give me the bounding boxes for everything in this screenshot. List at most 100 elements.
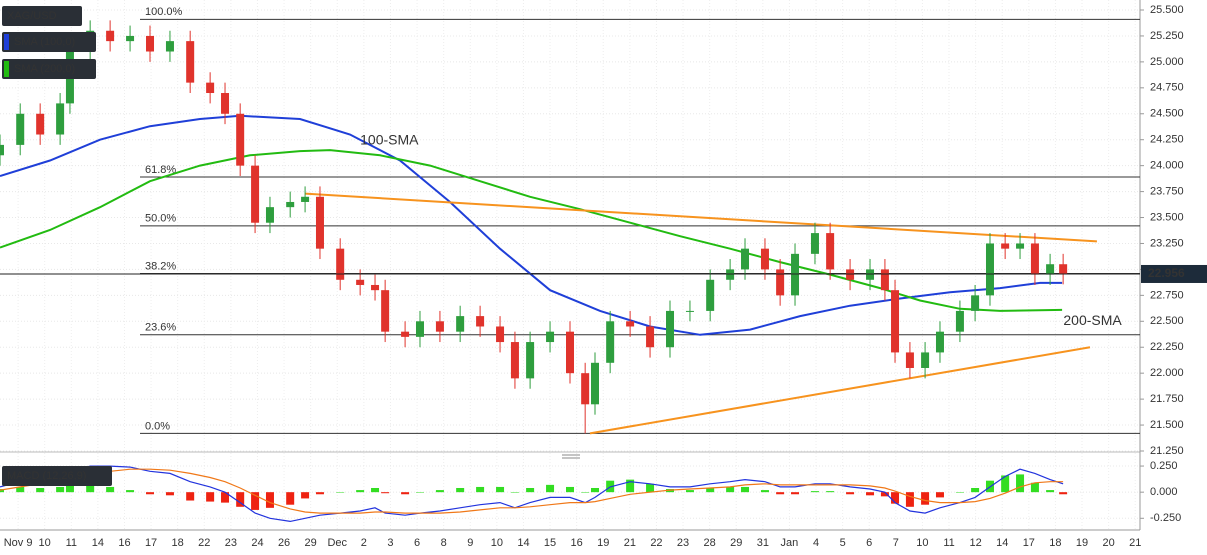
candle-body — [935, 331, 944, 353]
macd-histogram-bar — [315, 492, 324, 495]
legend-swatch — [4, 61, 9, 77]
macd-histogram-bar — [56, 486, 65, 493]
candle-body — [476, 316, 485, 327]
macd-line — [0, 465, 1064, 523]
indicator-title-box — [2, 466, 112, 486]
macd-histogram-bar — [65, 484, 74, 493]
x-tick-label: 10 — [916, 537, 928, 549]
x-tick-label: 11 — [66, 537, 77, 549]
macd-histogram-bar — [826, 491, 835, 493]
x-tick-label: 6 — [414, 537, 420, 549]
fib-label: 23.6% — [145, 322, 176, 334]
macd-histogram-bar — [741, 486, 750, 493]
candle-body — [685, 310, 694, 312]
candle-body — [826, 233, 835, 270]
fib-label: 38.2% — [145, 260, 176, 272]
candle-body — [16, 113, 25, 145]
x-tick-label: 17 — [145, 537, 157, 549]
y-tick-label: 24.250 — [1150, 134, 1184, 146]
legend-box — [2, 59, 96, 79]
y-tick-label: 25.250 — [1150, 30, 1184, 42]
macd-histogram-bar — [810, 491, 819, 493]
macd-histogram-bar — [1001, 475, 1010, 493]
candle-body — [866, 269, 875, 280]
x-tick-label: Nov 9 — [4, 537, 33, 549]
x-tick-label: 7 — [893, 537, 899, 549]
macd-histogram-bar — [866, 492, 875, 496]
y-tick-label: 25.500 — [1150, 4, 1184, 16]
candle-body — [435, 321, 444, 332]
candle-body — [566, 331, 574, 374]
macd-histogram-bar — [880, 492, 889, 497]
x-tick-label: 19 — [597, 537, 609, 549]
x-tick-label: 24 — [251, 537, 263, 549]
y-tick-label: 0.250 — [1150, 460, 1178, 472]
macd-histogram-bar — [760, 490, 769, 493]
y-tick-label: 23.750 — [1150, 185, 1184, 197]
candle-body — [526, 342, 535, 379]
y-tick-label: 21.750 — [1150, 393, 1184, 405]
x-tick-label: 28 — [704, 537, 716, 549]
macd-histogram-bar — [955, 492, 964, 493]
y-tick-label: 22.500 — [1150, 315, 1184, 327]
x-tick-label: Jan — [781, 537, 799, 549]
macd-histogram-bar — [106, 486, 115, 493]
macd-histogram-bar — [846, 492, 855, 495]
candle-body — [606, 321, 615, 363]
candle-body — [760, 248, 769, 270]
macd-histogram-bar — [546, 484, 555, 493]
legend-label: SMA (100,0) — [14, 36, 75, 48]
candle-body — [546, 331, 555, 343]
legend-box — [2, 32, 96, 52]
y-tick-label: 22.750 — [1150, 289, 1184, 301]
candle-body — [336, 248, 345, 280]
candle-body — [496, 326, 505, 343]
macd-histogram-bar — [476, 486, 485, 493]
candle-body — [221, 93, 230, 114]
macd-histogram-bar — [891, 492, 900, 504]
y-tick-label: 22.250 — [1150, 341, 1184, 353]
x-tick-label: 26 — [278, 537, 290, 549]
candle-body — [741, 248, 750, 270]
y-tick-label: 23.500 — [1150, 211, 1184, 223]
x-tick-label: 18 — [1049, 537, 1061, 549]
x-tick-label: 11 — [943, 537, 954, 549]
y-tick-label: 23.250 — [1150, 237, 1184, 249]
candle-body — [315, 196, 324, 249]
candle-body — [165, 41, 174, 52]
candle-body — [646, 326, 655, 348]
candle-body — [286, 201, 295, 208]
candle-body — [301, 196, 310, 202]
macd-histogram-bar — [371, 487, 380, 493]
macd-histogram-bar — [456, 487, 465, 493]
macd-histogram-bar — [935, 492, 944, 498]
macd-histogram-bar — [685, 490, 694, 493]
x-tick-label: 18 — [172, 537, 184, 549]
candle-body — [36, 113, 45, 135]
macd-histogram-bar — [146, 492, 155, 495]
candle-body — [726, 269, 735, 280]
x-tick-label: 4 — [813, 537, 819, 549]
macd-histogram-bar — [36, 487, 45, 493]
macd-histogram-bar — [581, 492, 590, 493]
y-tick-label: -0.250 — [1150, 512, 1181, 524]
macd-histogram-bar — [496, 486, 505, 493]
legend-label: SMA (200,0) — [14, 63, 75, 75]
candle-body — [791, 253, 800, 296]
macd-histogram-bar — [435, 490, 444, 493]
indicator-title: MACD (12,26,9) — [7, 470, 86, 482]
macd-histogram-bar — [921, 492, 930, 505]
x-tick-label: 15 — [544, 537, 556, 549]
macd-histogram-bar — [776, 492, 785, 495]
sma-line — [0, 114, 1063, 336]
x-tick-label: 23 — [225, 537, 237, 549]
candle-body — [810, 233, 819, 254]
macd-histogram-bar — [646, 483, 655, 493]
x-tick-label: 21 — [1129, 537, 1141, 549]
candle-body — [126, 35, 135, 42]
macd-histogram-bar — [0, 489, 4, 493]
candle-body — [186, 41, 195, 83]
annotation: 200-SMA — [1063, 312, 1122, 328]
candle-body — [401, 331, 410, 337]
